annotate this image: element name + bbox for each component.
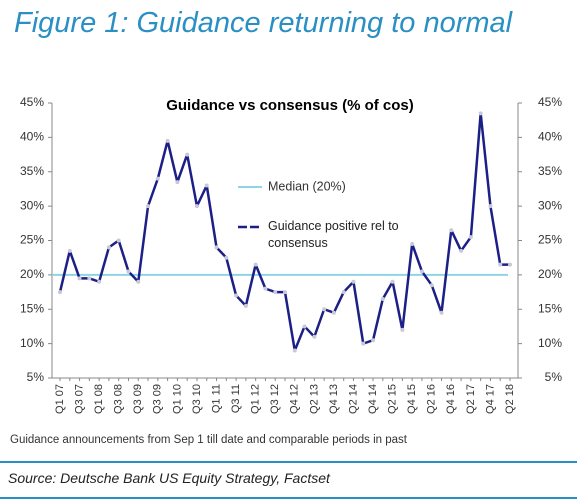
figure-title: Figure 1: Guidance returning to normal (14, 7, 513, 39)
x-tick-label: Q1 11 (210, 384, 222, 413)
point (292, 348, 297, 353)
point (214, 245, 219, 250)
y2-tick-label: 25% (538, 233, 562, 247)
y2-tick-label: 10% (538, 336, 562, 350)
y2-tick-label: 45% (538, 95, 562, 109)
point (488, 204, 493, 209)
y-tick-label: 20% (20, 267, 44, 281)
point (263, 286, 268, 291)
point (468, 235, 473, 240)
x-tick-label: Q3 08 (113, 384, 125, 414)
point (371, 338, 376, 343)
point (194, 204, 199, 209)
rule (0, 461, 577, 463)
point (302, 324, 307, 329)
point (165, 138, 170, 143)
point (146, 204, 151, 209)
point (459, 248, 464, 253)
x-tick-label: Q4 12 (289, 384, 301, 414)
point (508, 262, 512, 267)
point (234, 293, 239, 298)
y2-tick-label: 15% (538, 301, 562, 315)
point (380, 296, 385, 301)
y-tick-label: 10% (20, 336, 44, 350)
x-tick-label: Q2 16 (426, 384, 438, 414)
point (429, 283, 434, 288)
point (361, 341, 366, 346)
point (116, 238, 121, 243)
point (390, 279, 395, 284)
point (87, 276, 92, 281)
x-tick-label: Q1 12 (250, 384, 262, 414)
point (351, 279, 356, 284)
y2-tick-label: 5% (545, 370, 563, 384)
point (175, 180, 180, 185)
y-tick-label: 15% (20, 301, 44, 315)
point (155, 176, 160, 181)
point (331, 310, 336, 315)
legend-label: Guidance positive rel to consensus (268, 219, 399, 250)
x-tick-label: Q1 10 (171, 384, 183, 414)
point (283, 290, 287, 295)
point (253, 262, 258, 267)
x-tick-label: Q4 13 (328, 384, 340, 414)
point (67, 248, 72, 253)
point (136, 279, 141, 284)
point (498, 262, 503, 267)
x-tick-label: Q2 15 (387, 384, 399, 414)
rule (0, 497, 577, 499)
x-tick-label: Q4 15 (406, 384, 418, 414)
x-tick-label: Q2 14 (347, 384, 359, 414)
point (478, 111, 483, 116)
chart-title: Guidance vs consensus (% of cos) (166, 97, 414, 114)
point (243, 303, 248, 308)
point (106, 245, 111, 250)
point (58, 290, 62, 295)
y-tick-label: 45% (20, 95, 44, 109)
source: Source: Deutsche Bank US Equity Strategy… (8, 470, 330, 486)
point (419, 269, 424, 274)
legend-label: Median (20%) (268, 179, 346, 193)
x-tick-label: Q4 16 (445, 384, 457, 414)
point (400, 327, 405, 332)
y-tick-label: 25% (20, 233, 44, 247)
x-tick-label: Q4 17 (484, 384, 496, 414)
point (341, 290, 346, 295)
point (449, 228, 454, 233)
y-tick-label: 40% (20, 130, 44, 144)
x-tick-label: Q2 18 (504, 384, 516, 414)
x-tick-label: Q1 08 (93, 384, 105, 414)
point (322, 307, 327, 312)
point (410, 241, 415, 246)
y-tick-label: 5% (27, 370, 45, 384)
x-tick-label: Q4 14 (367, 384, 379, 414)
x-tick-label: Q3 09 (132, 384, 144, 414)
point (185, 152, 190, 157)
x-tick-label: Q3 07 (73, 384, 85, 414)
y-tick-label: 30% (20, 198, 44, 212)
x-tick-label: Q2 13 (308, 384, 320, 414)
x-tick-label: Q3 09 (152, 384, 164, 414)
point (224, 255, 229, 260)
note: Guidance announcements from Sep 1 till d… (10, 434, 408, 446)
x-tick-label: Q2 17 (465, 384, 477, 414)
y2-tick-label: 30% (538, 198, 562, 212)
y-tick-label: 35% (20, 164, 44, 178)
point (126, 269, 131, 274)
point (273, 290, 278, 295)
x-tick-label: Q1 07 (54, 384, 66, 414)
y2-tick-label: 20% (538, 267, 562, 281)
point (97, 279, 102, 284)
y2-tick-label: 40% (538, 130, 562, 144)
point (204, 183, 209, 188)
x-tick-label: Q3 12 (269, 384, 281, 414)
point (77, 276, 82, 281)
point (439, 310, 444, 315)
y2-tick-label: 35% (538, 164, 562, 178)
x-tick-label: Q3 11 (230, 384, 242, 413)
x-tick-label: Q3 10 (191, 384, 203, 414)
point (312, 334, 317, 339)
